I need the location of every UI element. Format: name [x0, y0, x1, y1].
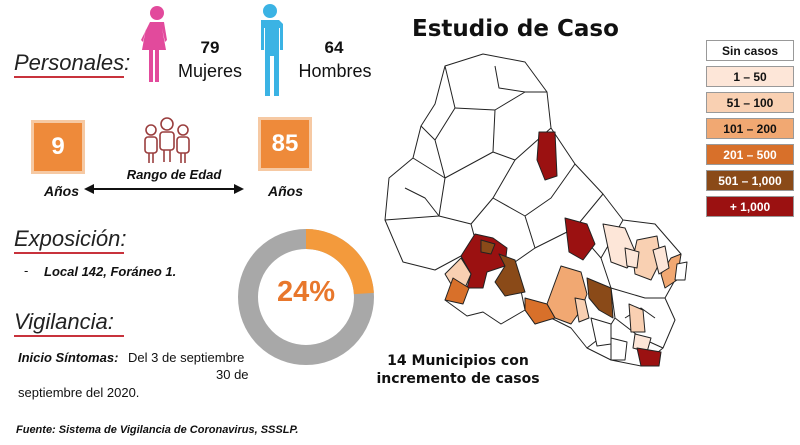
- legend-item-1: 1 – 50: [706, 66, 794, 87]
- personales-title: Personales:: [14, 50, 131, 75]
- legend-item-2: 51 – 100: [706, 92, 794, 113]
- legend-item-3: 101 – 200: [706, 118, 794, 139]
- inicio-sintomas-text3: septiembre del 2020.: [18, 385, 140, 400]
- legend-item-4: 201 – 500: [706, 144, 794, 165]
- inicio-sintomas-line: Inicio Síntomas: Del 3 de septiembre: [18, 350, 244, 365]
- hombres-count: 64: [324, 38, 344, 57]
- inicio-sintomas-text2: 30 de: [216, 367, 249, 382]
- age-range-label: Rango de Edad: [126, 167, 222, 182]
- donut-percent-label: 24%: [276, 276, 336, 308]
- male-figure-icon: [261, 4, 283, 96]
- mujeres-label: Mujeres: [177, 61, 243, 81]
- municipios-line2: incremento de casos: [376, 371, 540, 387]
- hombres-label: Hombres: [298, 61, 372, 81]
- age-max-box: 85: [261, 120, 309, 168]
- age-range-arrow: [84, 184, 244, 194]
- percent-donut-chart: [238, 229, 374, 365]
- legend-item-6: + 1,000: [706, 196, 794, 217]
- municipalities-map: [384, 53, 688, 367]
- mujeres-count: 79: [200, 38, 220, 57]
- people-group-icon: [144, 117, 190, 163]
- age-min-unit: Años: [44, 183, 79, 199]
- age-min-box: 9: [34, 123, 82, 171]
- municipios-line1: 14 Municipios con: [387, 353, 529, 369]
- exposicion-dash: -: [24, 263, 29, 278]
- vigilancia-underline: [14, 335, 124, 337]
- map-title: Estudio de Caso: [412, 16, 619, 42]
- source-footnote: Fuente: Sistema de Vigilancia de Coronav…: [16, 424, 299, 436]
- exposicion-underline: [14, 252, 124, 254]
- legend-item-5: 501 – 1,000: [706, 170, 794, 191]
- donut-percent-arc: [238, 229, 374, 365]
- female-figure-icon: [141, 6, 167, 82]
- vigilancia-title: Vigilancia:: [14, 309, 114, 334]
- exposicion-title: Exposición:: [14, 226, 127, 251]
- inicio-sintomas-text: Del 3 de septiembre: [128, 350, 245, 365]
- legend-item-0: Sin casos: [706, 40, 794, 61]
- exposicion-item: Local 142, Foráneo 1.: [44, 264, 177, 279]
- personales-underline: [14, 76, 124, 78]
- inicio-sintomas-label: Inicio Síntomas:: [18, 350, 119, 365]
- age-max-unit: Años: [268, 183, 303, 199]
